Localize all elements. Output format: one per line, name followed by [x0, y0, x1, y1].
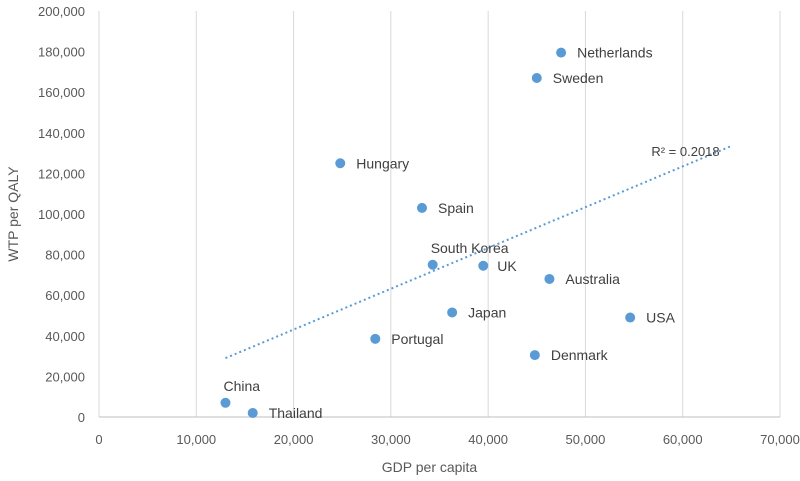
y-tick-label: 180,000: [38, 45, 85, 60]
y-tick-label: 80,000: [45, 248, 85, 263]
trendline: [225, 145, 732, 360]
point-label: Netherlands: [577, 45, 653, 61]
y-tick-label: 60,000: [45, 288, 85, 303]
data-point-south-korea: [427, 259, 438, 270]
x-tick-label: 50,000: [566, 432, 606, 447]
y-tick-label: 0: [78, 410, 85, 425]
x-tick-label: 20,000: [274, 432, 314, 447]
point-label: South Korea: [431, 240, 509, 256]
data-point-portugal: [370, 333, 381, 344]
data-point-uk: [478, 260, 489, 271]
data-point-australia: [544, 273, 555, 284]
y-axis-ticks: 0 20,000 40,000 60,000 80,000 100,000 120,000 1…: [38, 4, 85, 425]
data-point-spain: [416, 202, 427, 213]
x-axis-title: GDP per capita: [382, 459, 478, 475]
point-label: Portugal: [391, 331, 443, 347]
y-tick-label: 100,000: [38, 207, 85, 222]
x-tick-label: 70,000: [760, 432, 800, 447]
y-tick-label: 120,000: [38, 166, 85, 181]
point-label: Australia: [565, 271, 620, 287]
x-tick-label: 10,000: [176, 432, 216, 447]
data-point-china: [220, 397, 231, 408]
x-tick-label: 30,000: [371, 432, 411, 447]
y-axis-title: WTP per QALY: [5, 166, 21, 262]
x-tick-label: 0: [95, 432, 102, 447]
point-label: UK: [497, 258, 517, 274]
point-label: Japan: [468, 304, 506, 320]
x-tick-label: 60,000: [663, 432, 703, 447]
point-label: Hungary: [356, 155, 409, 171]
r-squared-label: R² = 0.2018: [651, 144, 719, 159]
data-point-thailand: [247, 407, 258, 418]
y-tick-label: 200,000: [38, 4, 85, 19]
data-point-sweden: [531, 72, 542, 83]
gridlines: [98, 11, 781, 417]
data-point-usa: [625, 312, 636, 323]
point-label: Thailand: [269, 405, 323, 421]
point-label: China: [223, 378, 260, 394]
point-label: Spain: [438, 200, 474, 216]
x-tick-label: 40,000: [468, 432, 508, 447]
data-point-hungary: [335, 158, 346, 169]
data-points: Netherlands Sweden Hungary Spain South Korea…: [220, 45, 676, 421]
y-tick-label: 160,000: [38, 85, 85, 100]
x-axis-ticks: 0 10,000 20,000 30,000 40,000 50,000 60,000 70,…: [95, 432, 800, 447]
point-label: Sweden: [553, 70, 604, 86]
data-point-japan: [447, 307, 458, 318]
point-label: Denmark: [551, 347, 609, 363]
data-point-netherlands: [556, 47, 567, 58]
data-point-denmark: [529, 350, 540, 361]
y-tick-label: 40,000: [45, 329, 85, 344]
point-label: USA: [646, 310, 675, 326]
y-tick-label: 140,000: [38, 126, 85, 141]
y-tick-label: 20,000: [45, 369, 85, 384]
